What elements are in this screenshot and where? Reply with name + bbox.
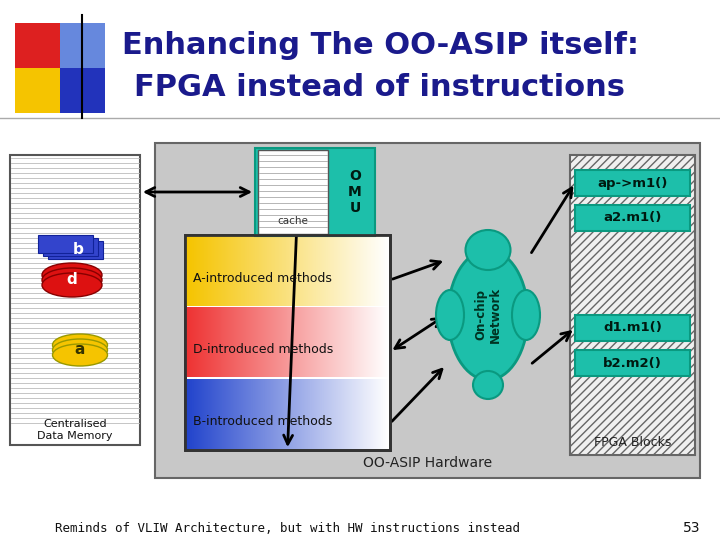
Text: cache: cache <box>278 216 308 226</box>
Bar <box>185 235 390 450</box>
Ellipse shape <box>436 290 464 340</box>
Text: ap->m1(): ap->m1() <box>598 177 667 190</box>
Text: FPGA Blocks: FPGA Blocks <box>594 436 671 449</box>
Ellipse shape <box>53 344 107 366</box>
Bar <box>48 241 103 259</box>
Text: A-introduced methods: A-introduced methods <box>193 272 332 285</box>
Ellipse shape <box>42 273 102 297</box>
Ellipse shape <box>53 334 107 356</box>
Bar <box>185 235 390 450</box>
Ellipse shape <box>448 250 528 380</box>
Text: D-introduced methods: D-introduced methods <box>193 343 333 356</box>
Bar <box>43 238 98 256</box>
Bar <box>60 68 105 113</box>
Text: a: a <box>75 342 85 357</box>
Bar <box>38 235 93 253</box>
Text: b: b <box>73 241 84 256</box>
Text: B-introduced methods: B-introduced methods <box>193 415 332 428</box>
Bar <box>10 155 140 445</box>
Text: On-chip
Network: On-chip Network <box>474 287 502 343</box>
Bar <box>15 68 60 113</box>
Bar <box>570 155 695 455</box>
Bar <box>60 23 105 68</box>
Text: Enhancing The OO-ASIP itself:: Enhancing The OO-ASIP itself: <box>122 30 639 59</box>
Bar <box>575 350 690 376</box>
Text: OO-ASIP Hardware: OO-ASIP Hardware <box>363 456 492 470</box>
Bar <box>155 143 700 478</box>
Text: b2.m2(): b2.m2() <box>603 356 662 369</box>
Bar <box>15 23 60 68</box>
Bar <box>575 170 690 196</box>
Ellipse shape <box>466 230 510 270</box>
Text: Centralised
Data Memory: Centralised Data Memory <box>37 420 113 441</box>
Ellipse shape <box>512 290 540 340</box>
Ellipse shape <box>53 339 107 361</box>
Text: d1.m1(): d1.m1() <box>603 321 662 334</box>
Text: 53: 53 <box>683 521 700 535</box>
Ellipse shape <box>42 263 102 287</box>
Ellipse shape <box>42 268 102 292</box>
Text: Reminds of VLIW Architecture, but with HW instructions instead: Reminds of VLIW Architecture, but with H… <box>55 522 520 535</box>
Bar <box>258 150 328 234</box>
Text: a2.m1(): a2.m1() <box>603 212 662 225</box>
Bar <box>575 315 690 341</box>
Bar <box>575 205 690 231</box>
Ellipse shape <box>473 371 503 399</box>
Text: FPGA instead of instructions: FPGA instead of instructions <box>135 73 626 103</box>
Text: O
M
U: O M U <box>348 169 362 215</box>
Bar <box>255 148 375 236</box>
Text: d: d <box>67 273 77 287</box>
